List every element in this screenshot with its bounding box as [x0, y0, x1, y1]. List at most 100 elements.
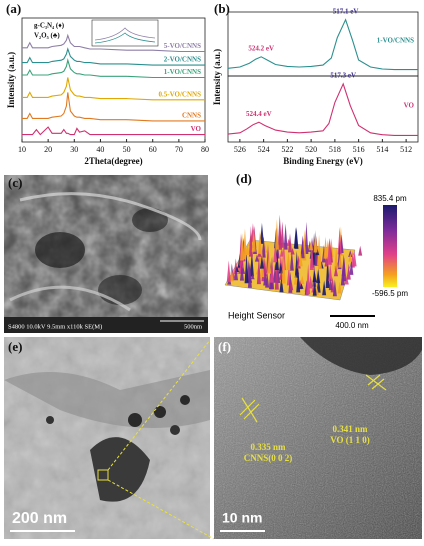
- lattice-spacing: 0.335 nm: [250, 442, 286, 452]
- afm-spike: [259, 222, 264, 244]
- afm-spike: [338, 252, 343, 268]
- afm-spike: [274, 219, 279, 250]
- afm-spike: [274, 258, 279, 290]
- lattice-spacing: 0.341 nm: [332, 424, 368, 434]
- afm-spike: [251, 229, 256, 252]
- x-tick-label: 10: [18, 145, 26, 154]
- series-label: 0.5-VO/CNNS: [159, 90, 202, 98]
- colorbar-max: 835.4 pm: [373, 194, 407, 203]
- afm-spike: [254, 254, 259, 262]
- x-tick-label: 30: [70, 145, 78, 154]
- afm-spike: [327, 238, 332, 265]
- afm-spike: [269, 257, 274, 283]
- afm-spike: [234, 265, 239, 281]
- scale-label: 10 nm: [222, 510, 262, 526]
- afm-spike: [226, 260, 231, 282]
- afm-spike: [312, 270, 317, 283]
- afm-spike: [348, 249, 353, 257]
- afm-spike: [248, 226, 253, 257]
- afm-spike: [300, 275, 305, 284]
- afm-spike: [328, 263, 333, 282]
- afm-spike: [256, 254, 261, 285]
- series-label: 5-VO/CNNS: [164, 42, 201, 50]
- afm-spike: [239, 262, 244, 281]
- afm-spike: [250, 274, 255, 280]
- x-tick-label: 60: [149, 145, 157, 154]
- scale-label: 200 nm: [12, 510, 67, 527]
- data-line: [22, 77, 205, 101]
- x-axis-label: Binding Energy (eV): [283, 156, 363, 166]
- afm-spike: [313, 229, 318, 253]
- lattice-plane: VO (1 1 0): [330, 435, 370, 445]
- panel-label: (d): [236, 171, 252, 186]
- x-tick-label: 518: [329, 145, 341, 154]
- afm-spike: [342, 257, 347, 282]
- x-tick-label: 80: [201, 145, 209, 154]
- legend-entry: V₂O₅ (♣): [34, 32, 60, 40]
- afm-spike: [280, 221, 285, 248]
- afm-spike: [344, 275, 349, 285]
- series-label: 1-VO/CNNS: [377, 37, 414, 45]
- afm-spike: [283, 223, 288, 250]
- plot-frame: [21, 17, 206, 143]
- afm-spike: [308, 275, 313, 289]
- afm-spike: [273, 242, 278, 263]
- afm-spike: [263, 271, 268, 286]
- panel-label: (f): [218, 339, 231, 354]
- afm-spike: [337, 281, 342, 294]
- x-tick-label: 70: [175, 145, 183, 154]
- series-label: 2-VO/CNNS: [164, 56, 201, 64]
- legend-entry: g-C₃N₄ (♦): [34, 22, 65, 30]
- afm-spike: [332, 279, 337, 297]
- afm-spike: [352, 250, 357, 267]
- afm-spike: [309, 240, 314, 251]
- afm-spike: [278, 262, 283, 274]
- series-label: CNNS: [182, 112, 201, 120]
- afm-spike: [290, 247, 295, 255]
- peak-label: 524.2 eV: [248, 44, 274, 52]
- peak-label: 524.4 eV: [246, 110, 272, 118]
- afm-spike: [322, 280, 327, 296]
- data-line: [22, 47, 205, 66]
- afm-spike: [312, 280, 317, 296]
- x-tick-label: 522: [281, 145, 293, 154]
- afm-spike: [229, 267, 234, 282]
- afm-spike: [346, 263, 351, 280]
- afm-spike: [242, 228, 247, 260]
- data-line: [22, 126, 205, 136]
- afm-spike: [267, 251, 272, 274]
- afm-spike: [249, 250, 254, 277]
- hrtem-image: [214, 337, 422, 539]
- data-line: [227, 82, 418, 136]
- scale-label: 400.0 nm: [335, 321, 369, 330]
- afm-spike: [258, 230, 263, 254]
- afm-spike: [240, 233, 245, 261]
- afm-spike: [300, 238, 305, 259]
- x-tick-label: 50: [123, 145, 131, 154]
- afm-spike: [328, 278, 333, 291]
- y-axis-label: Intensity (a.u.): [212, 49, 222, 105]
- afm-spike: [286, 251, 291, 270]
- colorbar-min: -596.5 pm: [372, 289, 408, 298]
- data-line: [22, 33, 205, 53]
- lattice-plane: CNNS(0 0 2): [244, 453, 293, 463]
- afm-spike: [261, 236, 266, 258]
- tem-image: [4, 337, 215, 540]
- afm-image: [224, 205, 397, 317]
- peak-label: 517.3 eV: [330, 72, 356, 80]
- afm-spike: [309, 237, 314, 271]
- afm-spike: [358, 245, 363, 256]
- data-line: [227, 18, 418, 71]
- afm-spike: [289, 279, 294, 291]
- scale-label: 500nm: [184, 323, 202, 330]
- afm-spike: [349, 259, 354, 275]
- afm-spike: [316, 275, 321, 293]
- afm-spike: [298, 250, 303, 267]
- afm-spike: [317, 234, 322, 266]
- x-tick-label: 520: [305, 145, 317, 154]
- series-label: 1-VO/CNNS: [164, 68, 201, 76]
- x-tick-label: 512: [400, 145, 412, 154]
- x-tick-label: 40: [96, 145, 104, 154]
- afm-spike: [294, 250, 299, 278]
